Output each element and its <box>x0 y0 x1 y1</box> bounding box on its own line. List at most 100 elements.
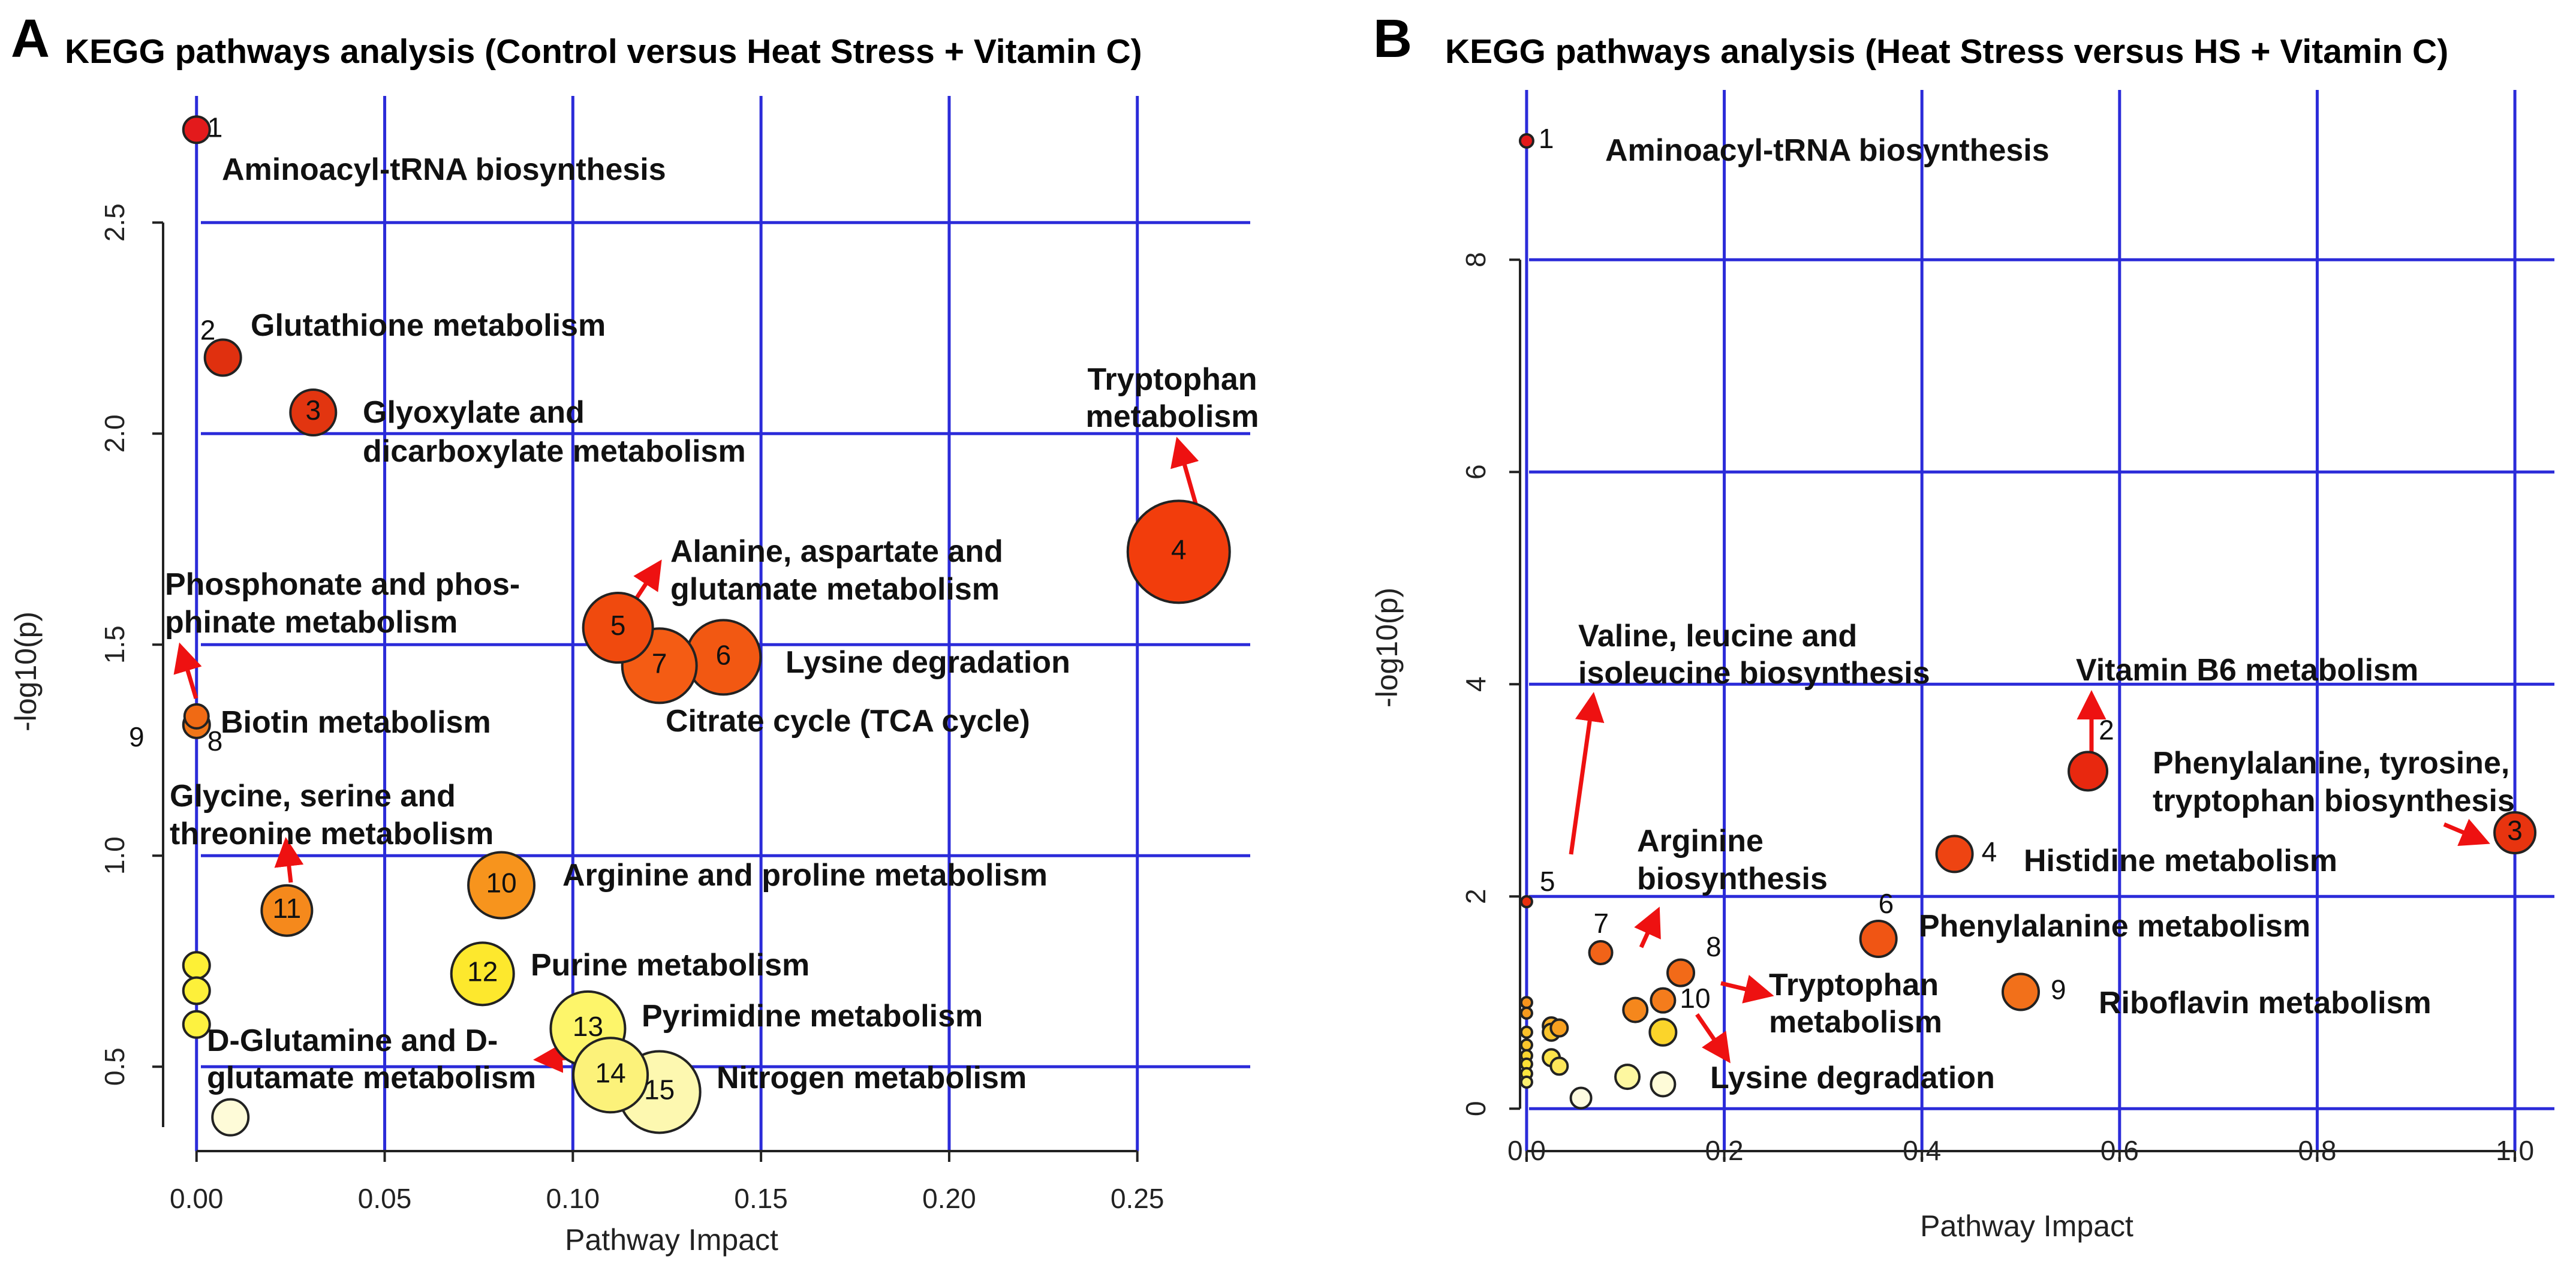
point-number-label: 2 <box>2099 714 2114 745</box>
data-point <box>1588 940 1614 966</box>
data-point <box>211 1098 250 1137</box>
label-pyrimidine: Pyrimidine metabolism <box>642 999 983 1034</box>
label-number-9: 9 <box>129 721 145 752</box>
arrow-phosphonate <box>173 642 202 700</box>
data-point <box>1549 1018 1569 1038</box>
panel-b-x-axis-label: Pathway Impact <box>1920 1209 2133 1243</box>
panel-b-points: 1 2 3 4 5 6 7 8 9 10 <box>1518 123 2537 1110</box>
label-glutathione: Glutathione metabolism <box>251 308 606 343</box>
data-point <box>1935 835 1974 874</box>
arrow-alanine <box>633 559 662 601</box>
label-b-histidine: Histidine metabolism <box>2024 844 2337 878</box>
point-number-label: 4 <box>1171 534 1187 565</box>
point-number-label: 3 <box>306 394 321 426</box>
label-b-valine-1: Valine, leucine and <box>1578 619 1857 653</box>
point-number-label: 10 <box>486 868 517 899</box>
data-point <box>182 1010 211 1039</box>
label-biotin: Biotin metabolism <box>221 705 491 740</box>
point-number-label: 4 <box>1982 836 1997 868</box>
point-number-label: 14 <box>595 1057 626 1088</box>
data-point <box>2068 751 2109 792</box>
y-tick-label: 8 <box>1460 252 1491 267</box>
label-glyoxylate-1: Glyoxylate and <box>363 395 585 430</box>
label-tryptophan-2: metabolism <box>1086 399 1259 434</box>
point-number-label: 15 <box>644 1074 675 1106</box>
data-point <box>1518 132 1534 149</box>
panel-a-letter: A <box>11 9 50 69</box>
point-number-label: 5 <box>1540 866 1555 897</box>
label-b-vitamin-b6: Vitamin B6 metabolism <box>2076 653 2418 688</box>
label-b-riboflavin: Riboflavin metabolism <box>2099 986 2431 1020</box>
x-tick-label: 0.15 <box>734 1183 788 1214</box>
label-b-lysine: Lysine degradation <box>1710 1061 1995 1095</box>
data-point <box>1666 958 1696 987</box>
point-number-label: 7 <box>652 648 667 679</box>
panel-a-axes: 0.00 0.05 0.10 0.15 0.20 0.25 0.5 1.0 1.5 2.0 2.5 <box>99 203 1164 1214</box>
data-point <box>182 976 211 1005</box>
panel-a-title: KEGG pathways analysis (Control versus H… <box>65 32 1142 71</box>
data-point <box>182 115 211 144</box>
y-tick-label: 6 <box>1460 464 1491 480</box>
data-point <box>1519 1006 1533 1020</box>
arrow-lysine-b <box>1695 1013 1731 1064</box>
data-point <box>1859 920 1898 958</box>
y-tick-label: 0 <box>1460 1101 1491 1116</box>
point-number-label: 10 <box>1680 983 1710 1014</box>
data-point <box>450 941 515 1007</box>
label-b-phenylalanine-tyrosine-2: tryptophan biosynthesis <box>2153 784 2515 818</box>
label-glycine-1: Glycine, serine and <box>170 779 456 814</box>
panel-b-title: KEGG pathways analysis (Heat Stress vers… <box>1445 32 2448 71</box>
point-number-label: 6 <box>1879 888 1894 919</box>
point-number-label: 2 <box>200 315 216 346</box>
label-d-glutamine-2: glutamate metabolism <box>207 1061 536 1095</box>
panel-b-letter: B <box>1373 9 1412 69</box>
panel-a-x-axis-label: Pathway Impact <box>565 1223 778 1257</box>
point-number-label: 3 <box>2507 815 2523 846</box>
y-tick-label: 0.5 <box>99 1047 130 1086</box>
point-number-label: 1 <box>1539 123 1554 154</box>
y-tick-label: 2.0 <box>99 414 130 453</box>
panel-b: B KEGG pathways analysis (Heat Stress ve… <box>1370 9 2554 1243</box>
label-aminoacyl: Aminoacyl-tRNA biosynthesis <box>222 152 666 187</box>
label-nitrogen: Nitrogen metabolism <box>717 1061 1027 1095</box>
data-point <box>1650 1071 1677 1098</box>
data-point <box>1614 1064 1641 1091</box>
y-tick-label: 1.5 <box>99 625 130 664</box>
data-point <box>467 851 536 920</box>
data-point <box>582 592 654 664</box>
label-b-aminoacyl: Aminoacyl-tRNA biosynthesis <box>1605 133 2050 168</box>
arrow-glycine <box>274 837 304 883</box>
arrow-valine <box>1569 692 1605 855</box>
label-d-glutamine-1: D-Glutamine and D- <box>207 1023 498 1058</box>
data-point <box>1519 1038 1533 1052</box>
label-b-tryptophan-2: metabolism <box>1769 1005 1942 1040</box>
point-number-label: 8 <box>1706 931 1722 962</box>
label-arginine-proline: Arginine and proline metabolism <box>562 858 1048 893</box>
label-alanine-1: Alanine, aspartate and <box>670 534 1003 569</box>
data-point <box>1549 1056 1569 1076</box>
x-tick-label: 0.25 <box>1111 1183 1164 1214</box>
point-number-label: 8 <box>207 725 223 757</box>
point-number-label: 1 <box>207 112 223 143</box>
x-tick-label: 0.00 <box>170 1183 224 1214</box>
panel-a: A KEGG pathways analysis (Control versus… <box>9 9 1259 1257</box>
label-lysine: Lysine degradation <box>786 645 1070 680</box>
panel-b-grid <box>1525 90 2554 1151</box>
data-point <box>1519 1075 1533 1089</box>
data-point <box>2493 811 2537 854</box>
x-tick-label: 0.05 <box>358 1183 412 1214</box>
data-point <box>260 884 314 937</box>
label-glyoxylate-2: dicarboxylate metabolism <box>363 434 746 469</box>
point-number-label: 11 <box>272 893 301 924</box>
data-point <box>572 1037 649 1114</box>
data-point <box>2002 972 2040 1011</box>
panel-a-y-axis-label: -log10(p) <box>9 612 43 731</box>
data-point <box>183 703 210 730</box>
label-b-phenylalanine-tyrosine-1: Phenylalanine, tyrosine, <box>2153 746 2509 781</box>
data-point <box>1622 996 1649 1023</box>
arrow-arginine <box>1634 906 1661 948</box>
label-phosphonate-1: Phosphonate and phos- <box>165 567 520 602</box>
y-tick-label: 2.5 <box>99 203 130 242</box>
data-point <box>1126 499 1231 604</box>
